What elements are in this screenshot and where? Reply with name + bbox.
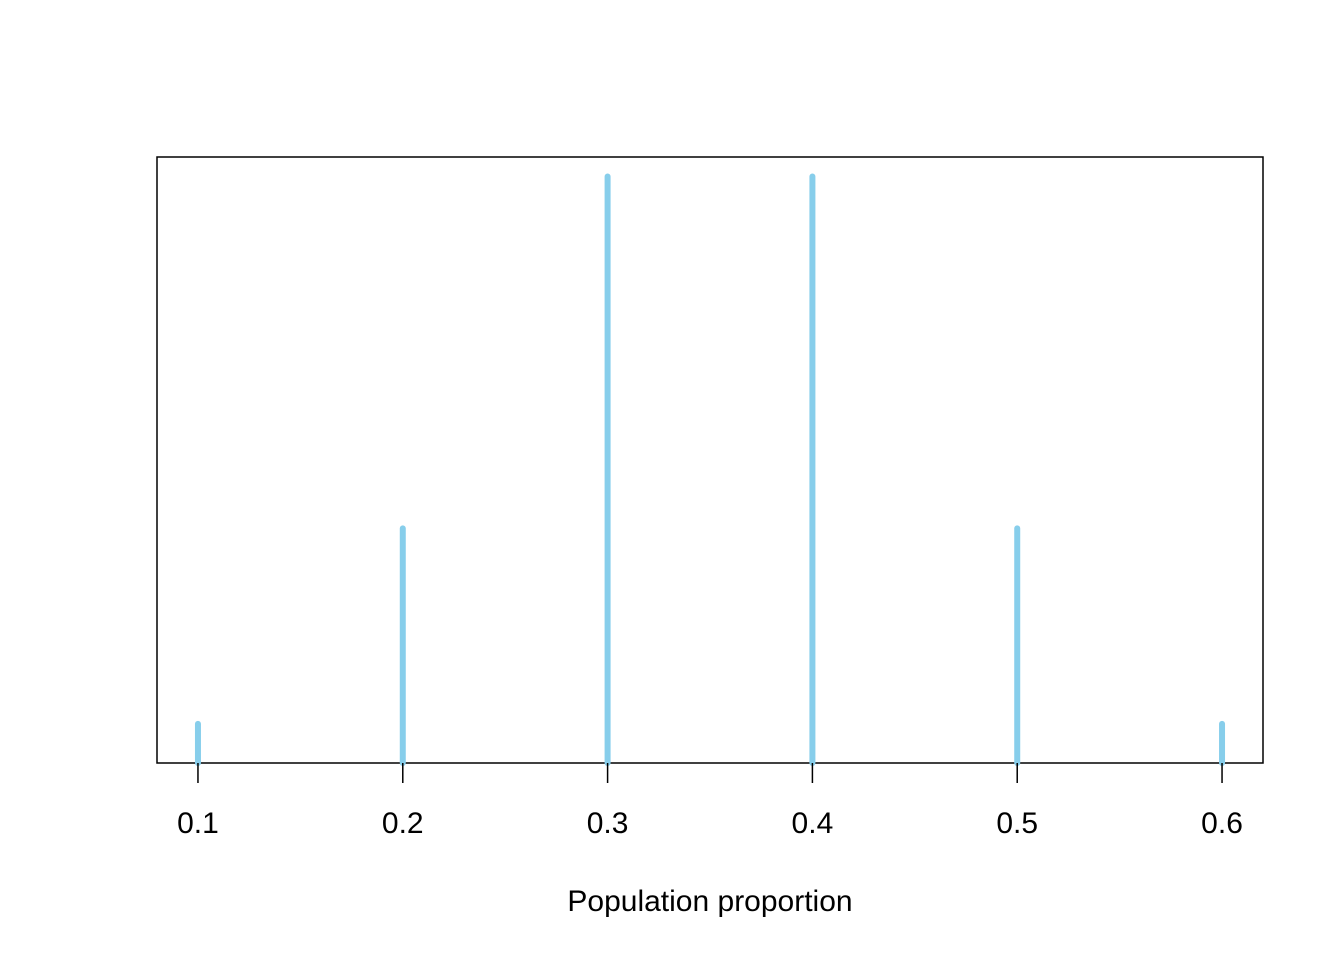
x-tick-label-0.3: 0.3 <box>587 807 629 840</box>
x-axis-label: Population proportion <box>567 885 852 918</box>
x-tick-label-0.1: 0.1 <box>177 807 219 840</box>
x-tick-label-0.4: 0.4 <box>792 807 834 840</box>
x-tick-label-0.5: 0.5 <box>996 807 1038 840</box>
x-axis: 0.1 0.2 0.3 0.4 0.5 0.6 <box>177 763 1243 840</box>
spikes-group <box>194 173 1226 766</box>
x-tick-label-0.2: 0.2 <box>382 807 424 840</box>
plot-box <box>156 156 1264 764</box>
x-tick-label-0.6: 0.6 <box>1201 807 1243 840</box>
